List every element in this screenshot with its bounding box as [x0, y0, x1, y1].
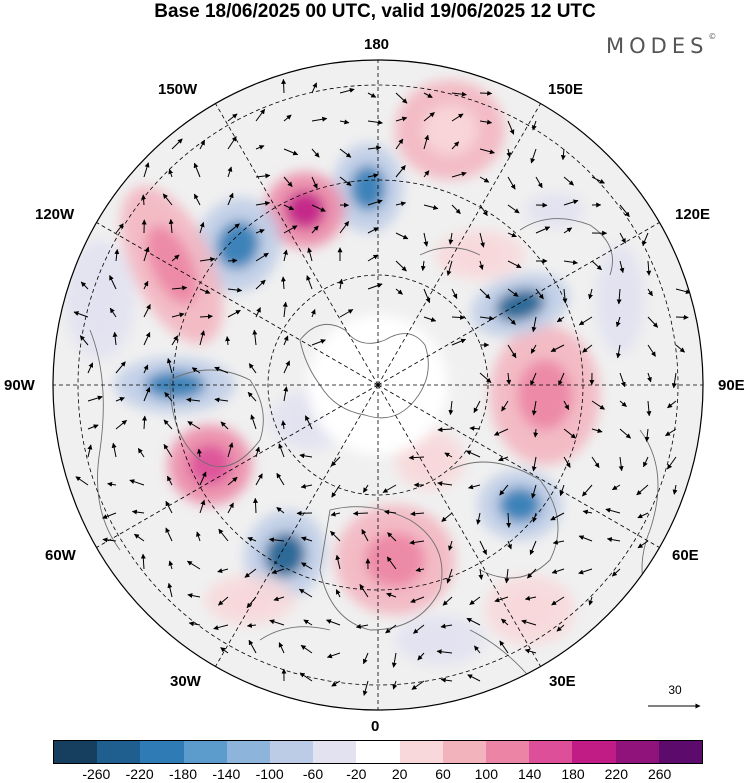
- lon-label-30w: 30W: [170, 673, 201, 690]
- map-disk: [53, 60, 703, 710]
- colorbar-tick-label: -20: [346, 766, 367, 782]
- colorbar-tick-label: -220: [125, 766, 154, 782]
- colorbar-swatch: [572, 741, 616, 763]
- colorbar-swatch: [529, 741, 573, 763]
- lon-label-150e: 150E: [548, 81, 584, 98]
- reference-vector-label: 30: [668, 683, 682, 697]
- lon-label-0: 0: [371, 718, 380, 735]
- colorbar-swatch: [270, 741, 314, 763]
- colorbar-tick-label: 180: [561, 766, 585, 782]
- map-title: Base 18/06/2025 00 UTC, valid 19/06/2025…: [154, 1, 596, 22]
- colorbar-tick-label: -60: [302, 766, 324, 782]
- colorbar-tick-label: 260: [647, 766, 672, 782]
- colorbar-swatch: [356, 741, 400, 763]
- colorbar-swatch: [140, 741, 184, 763]
- brand-logo: MODES©: [606, 32, 717, 58]
- lon-label-120w: 120W: [35, 206, 75, 223]
- colorbar-swatch: [399, 741, 443, 763]
- colorbar-tick-label: 60: [435, 766, 451, 782]
- colorbar-swatch: [226, 741, 271, 763]
- colorbar-tick-label: -260: [82, 766, 111, 782]
- lon-label-180: 180: [364, 36, 390, 53]
- colorbar-tick-label: 20: [391, 766, 408, 782]
- colorbar: [53, 740, 703, 764]
- colorbar-swatch: [442, 741, 487, 763]
- lon-label-30e: 30E: [549, 673, 576, 690]
- graticule: [53, 60, 703, 710]
- lon-label-150w: 150W: [158, 81, 198, 98]
- colorbar-swatch: [54, 741, 98, 763]
- colorbar-swatch: [313, 741, 357, 763]
- lon-label-90w: 90W: [4, 377, 35, 394]
- colorbar-tick-label: -180: [168, 766, 198, 782]
- wind-vectors: [73, 78, 691, 696]
- lon-label-60w: 60W: [45, 547, 76, 564]
- colorbar-swatch: [658, 741, 703, 763]
- lon-label-120e: 120E: [675, 206, 711, 223]
- colorbar-swatch: [615, 741, 659, 763]
- colorbar-tick-label: -100: [255, 766, 284, 782]
- lon-label-60e: 60E: [672, 547, 699, 564]
- map-border: [52, 59, 704, 711]
- colorbar-tick-label: -140: [212, 766, 241, 782]
- colorbar-tick-label: 100: [474, 766, 498, 782]
- lon-label-90e: 90E: [718, 377, 745, 394]
- colorbar-tick-label: 140: [517, 766, 542, 782]
- colorbar-swatch: [183, 741, 227, 763]
- colorbar-swatch: [486, 741, 530, 763]
- colorbar-tick-label: 220: [604, 766, 628, 782]
- colorbar-swatch: [97, 741, 141, 763]
